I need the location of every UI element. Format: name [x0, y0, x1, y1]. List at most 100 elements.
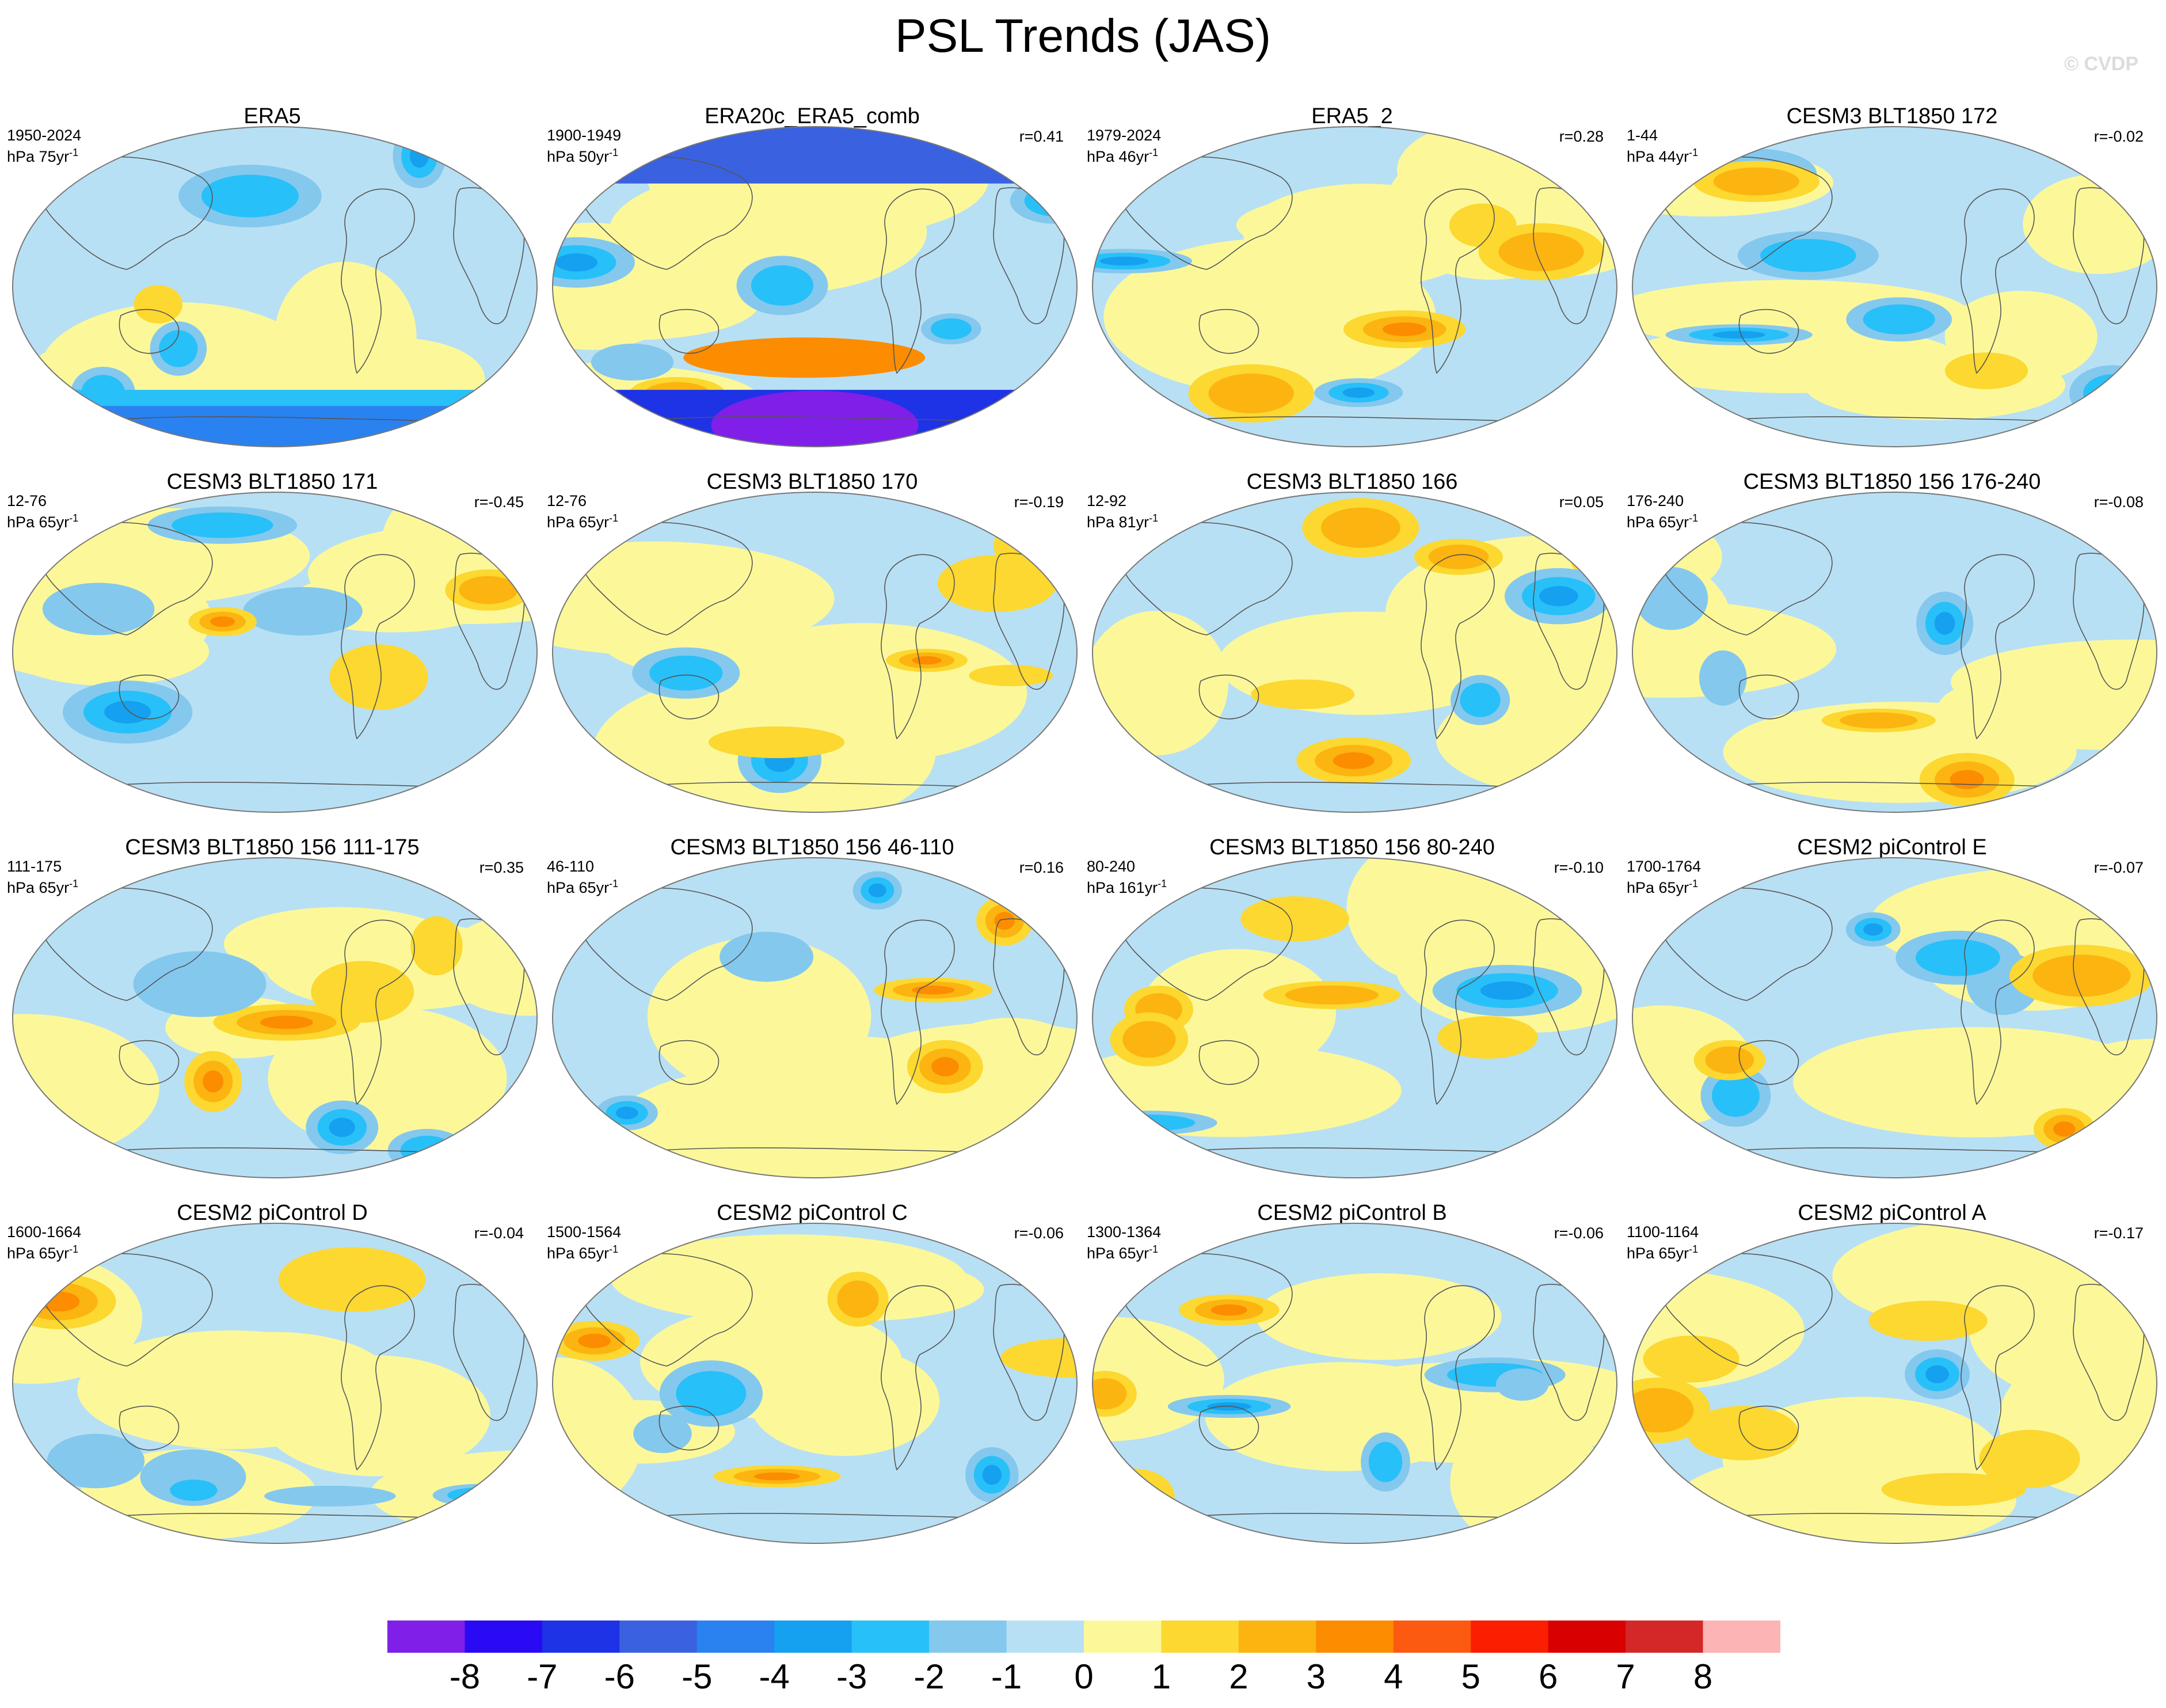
trend-anomaly — [1881, 1473, 2026, 1507]
panel-units-exponent: -1 — [1149, 1243, 1159, 1255]
trend-anomaly — [1979, 1429, 2080, 1488]
trend-anomaly — [1285, 985, 1379, 1005]
map-border — [12, 1223, 538, 1544]
trend-anomaly — [1632, 507, 1691, 564]
map-border — [1632, 126, 2157, 447]
trend-anomaly — [479, 391, 537, 435]
trend-anomaly — [615, 1106, 638, 1120]
colorbar-tick-label: 8 — [1693, 1657, 1713, 1696]
panel-years: 1300-1364 — [1087, 1223, 1162, 1241]
map-svg — [1092, 1223, 1617, 1544]
trend-anomaly — [1863, 923, 1883, 936]
colorbar-swatch — [1393, 1620, 1471, 1653]
map-svg — [1632, 1223, 2157, 1544]
trend-anomaly — [578, 1333, 611, 1348]
panel-years: 12-92 — [1087, 492, 1127, 509]
panel-units-exponent: -1 — [609, 878, 619, 889]
trend-anomaly — [39, 1291, 80, 1312]
trend-anomaly — [2053, 1121, 2076, 1137]
panel-correlation: r=-0.45 — [474, 493, 524, 511]
trend-region — [1969, 1251, 2157, 1407]
continent-asia-outline — [1659, 1253, 1833, 1367]
colorbar-swatch — [774, 1620, 852, 1653]
trend-anomaly — [969, 664, 1053, 686]
panel-units: hPa 44yr-1 — [1627, 144, 1698, 165]
panel-units-exponent: -1 — [1149, 512, 1159, 524]
continent-asia-outline — [1119, 522, 1293, 636]
trend-anomaly — [47, 1433, 145, 1489]
trend-anomaly — [837, 1280, 879, 1318]
map-border — [552, 1223, 1078, 1544]
trend-anomaly — [1643, 1336, 1739, 1383]
colorbar-tick-label: -7 — [527, 1657, 558, 1696]
panel-units-text: hPa 81yr — [1087, 513, 1149, 531]
panel-title: ERA20c_ERA5_comb — [705, 104, 920, 128]
panel-units-exponent: -1 — [69, 878, 79, 889]
panel-units-text: hPa 65yr — [547, 879, 610, 896]
map-panel: CESM3 BLT1850 170 12-76 hPa 65yr-1 r=-0.19 — [545, 469, 1080, 835]
trend-anomaly — [930, 318, 972, 340]
panel-units-exponent: -1 — [1689, 1243, 1699, 1255]
map-svg — [552, 857, 1078, 1178]
colorbar-swatch — [1238, 1620, 1316, 1653]
trend-anomaly — [459, 576, 518, 604]
trend-anomaly — [1632, 516, 1673, 555]
trend-region — [611, 1234, 967, 1323]
continent-australia-outline — [658, 1040, 720, 1085]
colorbar-tick-label: -4 — [759, 1657, 790, 1696]
colorbar-tick-label: 1 — [1151, 1657, 1171, 1696]
panel-title: CESM3 BLT1850 156 176-240 — [1743, 470, 2041, 494]
colorbar-tick-label: -8 — [449, 1657, 481, 1696]
map-border — [1632, 492, 2157, 813]
trend-anomaly — [1099, 256, 1149, 266]
continent-americas-outline — [1961, 188, 2035, 374]
panel-units-text: hPa 50yr — [547, 148, 610, 165]
panel-title: CESM3 BLT1850 172 — [1786, 104, 1998, 128]
colorbar-tick-label: -5 — [682, 1657, 713, 1696]
trend-anomaly — [264, 1485, 396, 1507]
trend-anomaly — [210, 616, 235, 627]
panel-years: 1950-2024 — [7, 127, 82, 144]
trend-region — [608, 169, 927, 295]
panel-years: 1900-1949 — [547, 127, 622, 144]
trend-anomaly — [243, 587, 363, 636]
trend-anomaly — [751, 265, 814, 306]
panel-correlation: r=-0.06 — [1554, 1224, 1604, 1242]
trend-anomaly — [1699, 650, 1747, 706]
trend-anomaly — [1539, 148, 1617, 168]
panel-title: CESM2 piControl D — [177, 1201, 368, 1225]
trend-anomaly — [1950, 770, 1984, 789]
trend-anomaly — [1705, 1046, 1754, 1074]
colorbar-swatch — [1084, 1620, 1162, 1653]
continent-australia-outline — [658, 674, 720, 720]
trend-anomaly — [1498, 232, 1584, 272]
trend-region — [13, 406, 537, 447]
map-panel: CESM3 BLT1850 156 46-110 46-110 hPa 65yr-1… — [545, 835, 1080, 1200]
colorbar-swatch — [465, 1620, 543, 1653]
colorbar-tick-label: -3 — [836, 1657, 867, 1696]
continent-americas-outline — [1421, 554, 1495, 740]
continent-americas-outline — [341, 554, 415, 740]
colorbar-tick-label: 0 — [1074, 1657, 1094, 1696]
trend-anomaly — [912, 656, 942, 665]
panel-years: 12-76 — [7, 492, 47, 509]
panel-units-text: hPa 46yr — [1087, 148, 1149, 165]
panel-units-exponent: -1 — [1689, 147, 1699, 158]
panel-units-text: hPa 65yr — [1627, 1245, 1689, 1262]
trend-anomaly — [489, 398, 532, 428]
panel-units: hPa 65yr-1 — [547, 875, 618, 896]
panel-units-text: hPa 65yr — [7, 1245, 70, 1262]
panel-title: ERA5_2 — [1311, 104, 1393, 128]
panel-correlation: r=-0.08 — [2093, 493, 2144, 511]
trend-anomaly — [1055, 1124, 1077, 1158]
panel-correlation: r=-0.19 — [1014, 493, 1064, 511]
panel-units-text: hPa 65yr — [1627, 513, 1689, 531]
trend-anomaly — [2097, 383, 2129, 404]
map-border — [1632, 1223, 2157, 1544]
trend-anomaly — [1480, 981, 1535, 1000]
panel-years: 111-175 — [7, 858, 62, 875]
trend-anomaly — [720, 931, 814, 982]
map-panel: CESM2 piControl E 1700-1764 hPa 65yr-1 r=-0… — [1624, 835, 2160, 1200]
panel-years: 12-76 — [547, 492, 587, 509]
trend-anomaly — [683, 337, 926, 378]
